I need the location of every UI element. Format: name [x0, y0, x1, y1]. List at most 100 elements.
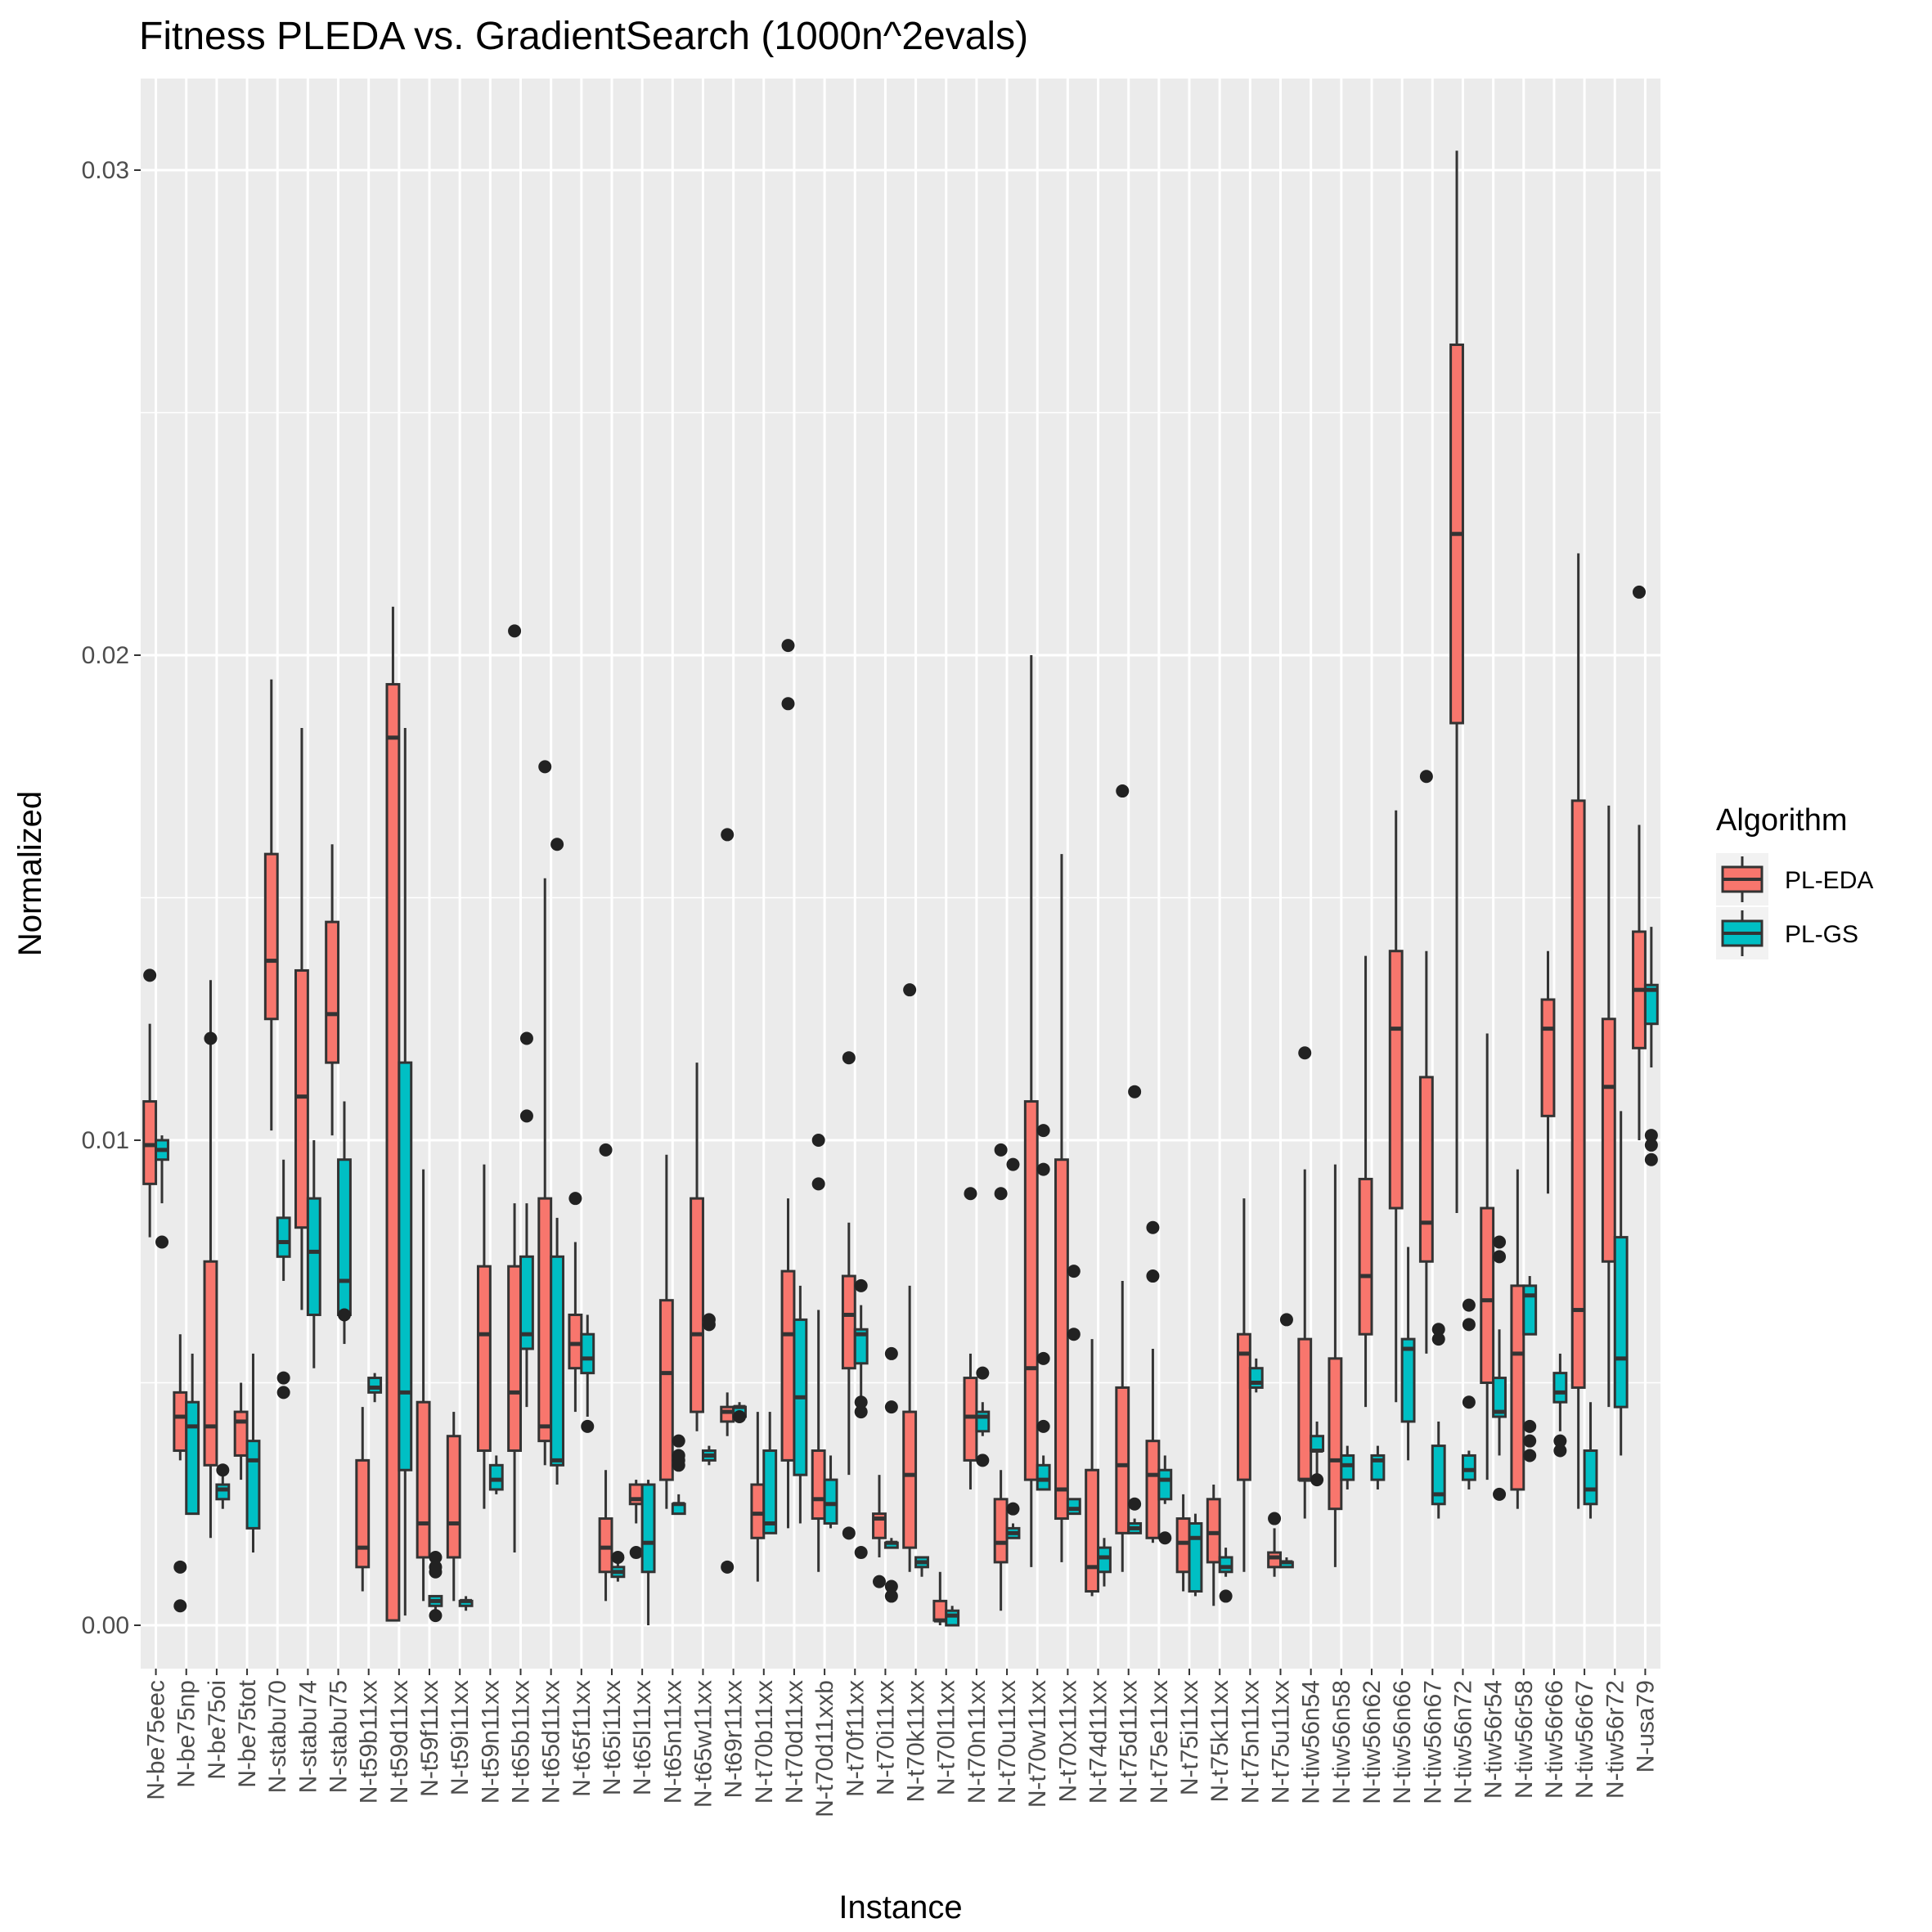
- x-tick-label: N-tiw56n58: [1328, 1680, 1355, 1804]
- box-PL-EDA-N-t70k11xx: [902, 983, 918, 1572]
- box-PL-GS-N-t69r11xx: [732, 1402, 747, 1424]
- box-iqr: [1310, 1435, 1325, 1453]
- box-iqr: [598, 1517, 613, 1574]
- box-PL-GS-N-t59b11xx: [367, 1373, 383, 1403]
- box-PL-GS-N-t59n11xx: [488, 1455, 504, 1494]
- x-tick-label: N-tiw56r58: [1511, 1680, 1538, 1799]
- box-iqr: [1097, 1546, 1112, 1574]
- box-iqr: [1054, 1158, 1069, 1521]
- x-tick-label: N-t65n11xx: [659, 1680, 686, 1804]
- x-tick-label: N-t75d11xx: [1116, 1680, 1143, 1804]
- box-iqr: [811, 1449, 826, 1521]
- box-PL-GS-N-tiw56n62: [1370, 1445, 1386, 1489]
- box-PL-GS-N-be75oi: [215, 1463, 231, 1509]
- x-tick-label: N-tiw56n62: [1359, 1680, 1386, 1804]
- box-PL-GS-N-tiw56n67: [1431, 1323, 1446, 1519]
- x-tick-label: N-t69r11xx: [721, 1680, 748, 1799]
- x-tick-label: N-tiw56n54: [1298, 1680, 1325, 1804]
- outlier-point: [976, 1453, 990, 1467]
- outlier-point: [781, 697, 795, 711]
- outlier-point: [854, 1546, 868, 1560]
- box-iqr: [215, 1483, 231, 1501]
- box-iqr: [993, 1498, 1009, 1564]
- box-iqr: [720, 1405, 735, 1423]
- outlier-point: [1632, 585, 1646, 599]
- legend-title: Algorithm: [1716, 803, 1848, 838]
- box-iqr: [640, 1483, 656, 1574]
- x-tick-label: N-t65d11xx: [538, 1680, 565, 1804]
- box-PL-GS-N-stabu70: [276, 1159, 291, 1400]
- outlier-point: [429, 1609, 443, 1623]
- x-tick-label: N-t59i11xx: [447, 1680, 474, 1795]
- legend-key-PL-GS: PL-GS: [1716, 907, 1858, 959]
- box-PL-EDA-N-t70i11xx: [872, 1475, 887, 1588]
- box-PL-GS-N-stabu74: [306, 1140, 321, 1368]
- box-iqr: [1340, 1453, 1355, 1481]
- box-iqr: [841, 1274, 856, 1370]
- outlier-point: [1553, 1444, 1567, 1458]
- box-PL-EDA-N-t65w11xx: [690, 1063, 704, 1431]
- box-iqr: [945, 1609, 960, 1627]
- outlier-point: [1036, 1124, 1050, 1138]
- x-tick-label: N-t75k11xx: [1206, 1680, 1233, 1803]
- outlier-point: [721, 828, 735, 842]
- box-iqr: [488, 1463, 504, 1491]
- x-tick-label: N-t65w11xx: [690, 1680, 717, 1808]
- outlier-point: [1523, 1419, 1537, 1433]
- box-iqr: [245, 1440, 261, 1530]
- outlier-point: [173, 1599, 187, 1613]
- box-PL-GS-N-stabu75: [337, 1101, 352, 1345]
- outlier-point: [672, 1458, 685, 1472]
- box-PL-GS-N-be75eec: [155, 1135, 169, 1249]
- legend: Algorithm PL-EDA PL-GS: [1716, 803, 1873, 959]
- box-iqr: [355, 1458, 371, 1569]
- box-iqr: [762, 1449, 778, 1534]
- outlier-point: [550, 838, 564, 851]
- box-iqr: [1218, 1556, 1233, 1574]
- box-PL-GS-N-t65f11xx: [580, 1314, 595, 1433]
- box-iqr: [1157, 1468, 1173, 1501]
- box-PL-EDA-N-t75k11xx: [1206, 1485, 1221, 1606]
- outlier-point: [568, 1192, 582, 1206]
- x-tick-label: N-tiw56r67: [1571, 1680, 1598, 1799]
- box-PL-EDA-N-tiw56n58: [1328, 1164, 1343, 1567]
- outlier-point: [1310, 1473, 1324, 1487]
- box-PL-GS-N-tiw56n66: [1400, 1247, 1416, 1461]
- box-iqr: [1388, 950, 1404, 1210]
- box-PL-EDA-N-t59b11xx: [355, 1407, 371, 1592]
- box-iqr: [142, 1100, 158, 1185]
- box-iqr: [1267, 1551, 1282, 1569]
- box-PL-EDA-N-t59i11xx: [446, 1412, 461, 1602]
- outlier-point: [204, 1031, 218, 1045]
- box-iqr: [750, 1483, 766, 1539]
- box-iqr: [1085, 1468, 1100, 1593]
- box-iqr: [203, 1260, 218, 1467]
- x-tick-label: N-tiw56r66: [1541, 1680, 1568, 1799]
- box-PL-GS-N-t70n11xx: [975, 1366, 991, 1467]
- box-PL-EDA-N-tiw56n72: [1449, 151, 1464, 1213]
- box-iqr: [306, 1197, 321, 1316]
- box-iqr: [325, 920, 340, 1064]
- box-iqr: [367, 1377, 383, 1394]
- outlier-point: [884, 1589, 898, 1603]
- x-tick-label: N-t74d11xx: [1085, 1680, 1112, 1804]
- box-PL-EDA-N-tiw56n54: [1297, 1046, 1313, 1519]
- x-tick-label: N-t70u11xx: [994, 1680, 1021, 1804]
- box-PL-GS-N-t75n11xx: [1248, 1358, 1264, 1393]
- box-PL-EDA-N-be75oi: [203, 980, 218, 1539]
- box-PL-EDA-N-t70x11xx: [1054, 854, 1069, 1562]
- box-iqr: [1206, 1498, 1221, 1564]
- outlier-point: [629, 1546, 643, 1560]
- y-axis: 0.00 0.01 0.02 0.03: [82, 157, 141, 1639]
- box-iqr: [1175, 1517, 1191, 1574]
- outlier-point: [1128, 1085, 1142, 1099]
- x-tick-label: N-be75tot: [234, 1679, 261, 1787]
- box-iqr: [1540, 998, 1556, 1117]
- outlier-point: [508, 624, 522, 638]
- y-tick-label: 0.00: [82, 1612, 129, 1639]
- x-tick-label: N-t59n11xx: [477, 1680, 504, 1804]
- legend-keys: PL-EDA PL-GS: [1716, 853, 1873, 959]
- box-PL-GS-N-t70d11xxb: [823, 1455, 838, 1529]
- box-iqr: [568, 1313, 583, 1370]
